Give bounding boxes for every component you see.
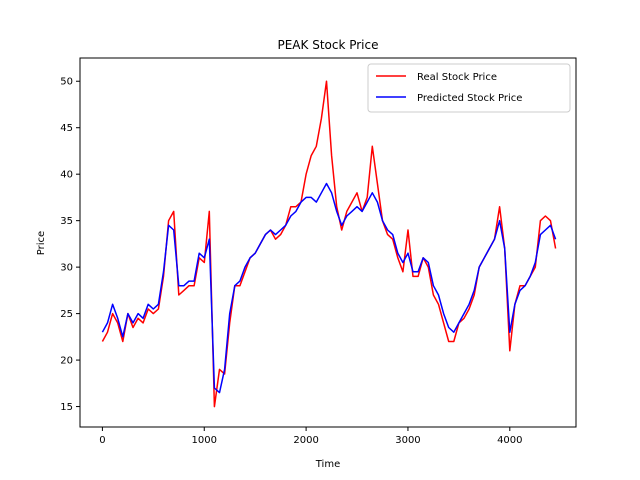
- y-tick-label: 35: [60, 216, 73, 227]
- x-axis-label: Time: [315, 459, 340, 470]
- axes-frame: [79, 57, 577, 428]
- plot-area: [79, 57, 577, 428]
- series-line-predicted: [101, 182, 557, 394]
- y-tick-label: 40: [60, 170, 73, 181]
- x-tick-label: 4000: [497, 435, 522, 446]
- y-tick-label: 20: [60, 356, 73, 367]
- x-tick-label: 0: [99, 435, 105, 446]
- y-axis-ticks: 15 20 25 30 35 40 45 50: [60, 77, 80, 413]
- legend-label-real: Real Stock Price: [417, 72, 497, 83]
- x-tick-label: 2000: [293, 435, 318, 446]
- series-layer: [101, 80, 557, 408]
- y-axis-label: Price: [36, 231, 47, 255]
- y-tick-label: 30: [60, 263, 73, 274]
- x-tick-label: 1000: [192, 435, 217, 446]
- y-tick-label: 25: [60, 309, 73, 320]
- legend-box: [367, 63, 571, 113]
- x-axis-ticks: 0 1000 2000 3000 4000: [99, 427, 523, 446]
- legend-label-predicted: Predicted Stock Price: [417, 93, 522, 104]
- x-tick-label: 3000: [395, 435, 420, 446]
- y-tick-label: 50: [60, 77, 73, 88]
- y-tick-label: 15: [60, 402, 73, 413]
- chart-title: PEAK Stock Price: [277, 38, 378, 52]
- y-tick-label: 45: [60, 123, 73, 134]
- legend: Real Stock Price Predicted Stock Price: [367, 63, 571, 113]
